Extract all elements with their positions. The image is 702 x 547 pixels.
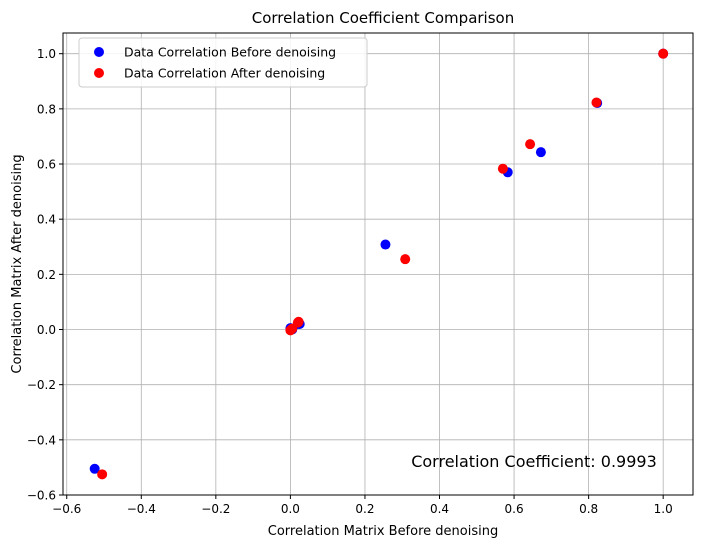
legend-label-after: Data Correlation After denoising — [124, 66, 325, 81]
x-tick-label: −0.6 — [52, 502, 81, 516]
y-tick-label: 0.2 — [37, 268, 56, 282]
x-tick-label: 0.4 — [430, 502, 449, 516]
point-after-denoising — [97, 469, 108, 480]
legend-box — [78, 37, 368, 88]
y-axis-ticks: −0.6 −0.4 −0.2 0.0 0.2 0.4 0.6 0.8 1.0 — [27, 47, 63, 503]
y-tick-label: −0.2 — [27, 378, 56, 392]
point-after-denoising — [525, 139, 536, 150]
point-before-denoising — [535, 147, 546, 158]
x-axis-ticks: −0.6 −0.4 −0.2 0.0 0.2 0.4 0.6 0.8 1.0 — [52, 495, 673, 516]
y-tick-label: 0.4 — [37, 213, 56, 227]
y-tick-label: 0.6 — [37, 158, 56, 172]
legend-marker-before — [94, 47, 104, 57]
x-tick-label: 0.6 — [505, 502, 524, 516]
point-before-denoising — [89, 463, 100, 474]
point-after-denoising — [400, 254, 411, 265]
legend-marker-after — [94, 68, 104, 78]
x-tick-label: 0.8 — [579, 502, 598, 516]
data-points — [89, 48, 669, 480]
chart-title: Correlation Coefficient Comparison — [252, 9, 514, 27]
point-after-denoising — [658, 48, 669, 59]
x-tick-label: 1.0 — [654, 502, 673, 516]
x-tick-label: 0.2 — [355, 502, 374, 516]
plot-frame — [62, 32, 694, 496]
y-tick-label: 1.0 — [37, 47, 56, 61]
y-tick-label: 0.8 — [37, 102, 56, 116]
y-tick-label: 0.0 — [37, 323, 56, 337]
y-tick-label: −0.4 — [27, 433, 56, 447]
x-axis-label: Correlation Matrix Before denoising — [268, 524, 498, 539]
y-axis-label: Correlation Matrix After denoising — [10, 154, 25, 373]
x-tick-label: 0.0 — [281, 502, 300, 516]
point-after-denoising — [293, 316, 304, 327]
point-after-denoising — [497, 163, 508, 174]
legend-label-before: Data Correlation Before denoising — [124, 45, 336, 60]
y-tick-label: −0.6 — [27, 489, 56, 503]
x-tick-label: −0.4 — [127, 502, 156, 516]
legend: Data Correlation Before denoising Data C… — [78, 37, 368, 88]
x-tick-label: −0.2 — [201, 502, 230, 516]
correlation-annotation: Correlation Coefficient: 0.9993 — [411, 452, 657, 471]
point-after-denoising — [591, 97, 602, 108]
point-before-denoising — [380, 239, 391, 250]
